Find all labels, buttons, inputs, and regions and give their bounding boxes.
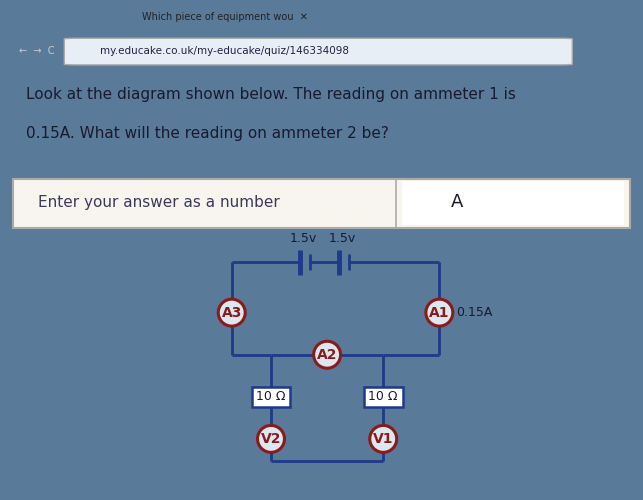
Circle shape: [370, 426, 397, 452]
Circle shape: [314, 342, 341, 368]
Text: 0.15A: 0.15A: [456, 306, 493, 319]
FancyBboxPatch shape: [364, 386, 403, 407]
Circle shape: [258, 426, 284, 452]
Text: 1.5v: 1.5v: [289, 232, 317, 245]
Text: 0.15A. What will the reading on ammeter 2 be?: 0.15A. What will the reading on ammeter …: [26, 126, 388, 142]
Text: 10 Ω: 10 Ω: [368, 390, 398, 404]
Text: ←  →  C: ← → C: [19, 46, 55, 56]
Text: A2: A2: [317, 348, 338, 362]
Text: V2: V2: [261, 432, 281, 446]
Text: Which piece of equipment wou  ✕: Which piece of equipment wou ✕: [142, 12, 308, 22]
Text: 1.5v: 1.5v: [329, 232, 356, 245]
FancyBboxPatch shape: [13, 178, 630, 228]
Text: A1: A1: [429, 306, 449, 320]
FancyBboxPatch shape: [64, 38, 572, 65]
Text: A3: A3: [222, 306, 242, 320]
Text: Enter your answer as a number: Enter your answer as a number: [37, 194, 279, 210]
Text: my.educake.co.uk/my-educake/quiz/146334098: my.educake.co.uk/my-educake/quiz/1463340…: [100, 46, 349, 56]
Text: A: A: [451, 193, 464, 211]
Circle shape: [426, 299, 453, 326]
Circle shape: [218, 299, 245, 326]
Text: 10 Ω: 10 Ω: [257, 390, 285, 404]
Text: V1: V1: [373, 432, 394, 446]
FancyBboxPatch shape: [402, 181, 624, 225]
FancyBboxPatch shape: [251, 386, 291, 407]
Text: Look at the diagram shown below. The reading on ammeter 1 is: Look at the diagram shown below. The rea…: [26, 86, 516, 102]
